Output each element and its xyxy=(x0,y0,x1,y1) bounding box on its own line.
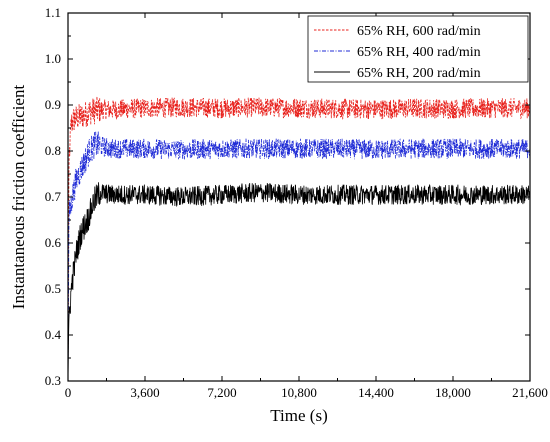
y-tick-label: 0.7 xyxy=(45,189,62,204)
y-tick-label: 0.5 xyxy=(45,281,61,296)
legend-label: 65% RH, 200 rad/min xyxy=(357,66,481,81)
series-line xyxy=(67,96,531,377)
y-tick-label: 1.1 xyxy=(45,5,61,20)
legend: 65% RH, 600 rad/min 65% RH, 400 rad/min 65… xyxy=(307,15,529,83)
x-tick-label: 3,600 xyxy=(130,385,159,400)
y-tick-label: 0.9 xyxy=(45,97,61,112)
series-line xyxy=(67,131,531,374)
legend-label: 65% RH, 400 rad/min xyxy=(357,45,481,60)
y-axis-title: Instantaneous friction coefficient xyxy=(9,85,28,310)
legend-box xyxy=(307,15,529,83)
x-tick-label: 0 xyxy=(65,385,72,400)
legend-label: 65% RH, 600 rad/min xyxy=(357,24,481,39)
x-tick-label: 21,600 xyxy=(512,385,548,400)
y-tick-label: 1.0 xyxy=(45,51,61,66)
y-tick-label: 0.4 xyxy=(45,327,62,342)
x-tick-label: 7,200 xyxy=(207,385,236,400)
x-tick-label: 10,800 xyxy=(281,385,317,400)
y-tick-label: 0.6 xyxy=(45,235,62,250)
y-tick-label: 0.3 xyxy=(45,373,61,388)
y-tick-label: 0.8 xyxy=(45,143,61,158)
x-axis-title: Time (s) xyxy=(270,406,327,425)
series-line xyxy=(67,182,531,382)
series-traces xyxy=(67,96,531,382)
axis-ticks: 0 3,600 7,200 10,800 14,400 18,000 21,600 0.3 0.… xyxy=(45,5,548,400)
x-tick-label: 14,400 xyxy=(358,385,394,400)
x-tick-label: 18,000 xyxy=(435,385,471,400)
